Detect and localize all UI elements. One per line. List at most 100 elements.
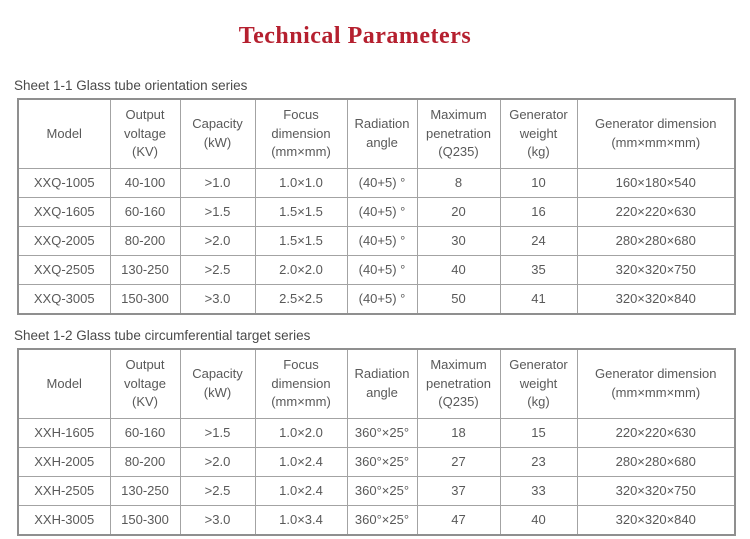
- table-header-row: Model Output voltage (KV) Capacity (kW) Foc…: [17, 348, 736, 419]
- column-header: Radiation angle: [346, 98, 418, 169]
- column-header: Radiation angle: [346, 348, 418, 419]
- table-cell: 30: [416, 225, 501, 256]
- table-cell: 1.0×3.4: [254, 504, 348, 536]
- table-cell: 220×220×630: [576, 417, 736, 448]
- table-cell: 40: [416, 254, 501, 285]
- table-cell: (40+5) °: [346, 196, 418, 227]
- table-cell: 27: [416, 446, 501, 477]
- table-cell: (40+5) °: [346, 225, 418, 256]
- table-cell: >3.0: [179, 504, 256, 536]
- column-header: Generator weight (kg): [499, 348, 578, 419]
- table-row: XXQ-1005 40-100 >1.0 1.0×1.0 (40+5) ° 8 10 160×…: [17, 167, 736, 198]
- column-header: Capacity (kW): [179, 348, 256, 419]
- table-cell: 360°×25°: [346, 417, 418, 448]
- column-header: Focus dimension (mm×mm): [254, 98, 348, 169]
- table-cell: XXH-1605: [17, 417, 111, 448]
- table-row: XXQ-1605 60-160 >1.5 1.5×1.5 (40+5) ° 20 16 220…: [17, 196, 736, 227]
- table-row: XXH-2005 80-200 >2.0 1.0×2.4 360°×25° 27 23 280…: [17, 446, 736, 477]
- table-cell: 320×320×840: [576, 283, 736, 315]
- table-row: XXH-2505 130-250 >2.5 1.0×2.4 360°×25° 37 33 32…: [17, 475, 736, 506]
- table-cell: >2.0: [179, 225, 256, 256]
- column-header: Generator dimension (mm×mm×mm): [576, 98, 736, 169]
- table-cell: 35: [499, 254, 578, 285]
- table-cell: XXH-2005: [17, 446, 111, 477]
- table-cell: 320×320×750: [576, 254, 736, 285]
- table-cell: >1.5: [179, 417, 256, 448]
- table-cell: 41: [499, 283, 578, 315]
- table-cell: 1.0×2.0: [254, 417, 348, 448]
- table-cell: XXQ-3005: [17, 283, 111, 315]
- table-cell: 10: [499, 167, 578, 198]
- table-cell: 160×180×540: [576, 167, 736, 198]
- table-cell: 80-200: [109, 446, 181, 477]
- table-cell: XXH-2505: [17, 475, 111, 506]
- table-row: XXH-3005 150-300 >3.0 1.0×3.4 360°×25° 47 40 32…: [17, 504, 736, 536]
- column-header: Generator weight (kg): [499, 98, 578, 169]
- column-header: Output voltage (KV): [109, 98, 181, 169]
- table-cell: 130-250: [109, 475, 181, 506]
- column-header: Capacity (kW): [179, 98, 256, 169]
- page-title: Technical Parameters: [238, 23, 472, 49]
- table-cell: 37: [416, 475, 501, 506]
- table-row: XXQ-3005 150-300 >3.0 2.5×2.5 (40+5) ° 50 41 32…: [17, 283, 736, 315]
- table-cell: >3.0: [179, 283, 256, 315]
- table-cell: 20: [416, 196, 501, 227]
- table-cell: XXQ-1005: [17, 167, 111, 198]
- table-cell: (40+5) °: [346, 283, 418, 315]
- table-cell: 40-100: [109, 167, 181, 198]
- table-cell: 60-160: [109, 196, 181, 227]
- column-header: Model: [17, 348, 111, 419]
- table-row: XXQ-2005 80-200 >2.0 1.5×1.5 (40+5) ° 30 24 280…: [17, 225, 736, 256]
- table-cell: >2.5: [179, 475, 256, 506]
- table-cell: XXQ-2505: [17, 254, 111, 285]
- table-row: XXH-1605 60-160 >1.5 1.0×2.0 360°×25° 18 15 220…: [17, 417, 736, 448]
- table-cell: 1.0×2.4: [254, 475, 348, 506]
- column-header: Maximum penetration (Q235): [416, 348, 501, 419]
- table-cell: 8: [416, 167, 501, 198]
- table-cell: 47: [416, 504, 501, 536]
- table-cell: 320×320×840: [576, 504, 736, 536]
- table-cell: 360°×25°: [346, 475, 418, 506]
- table-row: XXQ-2505 130-250 >2.5 2.0×2.0 (40+5) ° 40 35 32…: [17, 254, 736, 285]
- table-cell: 130-250: [109, 254, 181, 285]
- table-cell: 2.5×2.5: [254, 283, 348, 315]
- table-cell: 1.5×1.5: [254, 196, 348, 227]
- table-cell: 15: [499, 417, 578, 448]
- table-cell: >1.5: [179, 196, 256, 227]
- table-cell: 220×220×630: [576, 196, 736, 227]
- table-cell: (40+5) °: [346, 167, 418, 198]
- table-cell: XXQ-2005: [17, 225, 111, 256]
- column-header: Focus dimension (mm×mm): [254, 348, 348, 419]
- table-cell: 320×320×750: [576, 475, 736, 506]
- table-cell: 33: [499, 475, 578, 506]
- glass-tube-circumferential-target-series-table: Model Output voltage (KV) Capacity (kW) Foc…: [17, 347, 736, 536]
- table-cell: 1.5×1.5: [254, 225, 348, 256]
- table-cell: >1.0: [179, 167, 256, 198]
- table-cell: 1.0×1.0: [254, 167, 348, 198]
- table-cell: XXQ-1605: [17, 196, 111, 227]
- table-cell: >2.0: [179, 446, 256, 477]
- column-header: Maximum penetration (Q235): [416, 98, 501, 169]
- table-cell: 280×280×680: [576, 446, 736, 477]
- glass-tube-orientation-series-table: Model Output voltage (KV) Capacity (kW) Foc…: [17, 97, 736, 315]
- table-cell: 150-300: [109, 504, 181, 536]
- table-cell: 40: [499, 504, 578, 536]
- table-cell: 16: [499, 196, 578, 227]
- table-cell: XXH-3005: [17, 504, 111, 536]
- table-cell: >2.5: [179, 254, 256, 285]
- sheet-1-1-caption: Sheet 1-1 Glass tube orientation series: [14, 77, 248, 93]
- table-cell: (40+5) °: [346, 254, 418, 285]
- column-header: Output voltage (KV): [109, 348, 181, 419]
- table-cell: 80-200: [109, 225, 181, 256]
- column-header: Generator dimension (mm×mm×mm): [576, 348, 736, 419]
- table-header-row: Model Output voltage (KV) Capacity (kW) Foc…: [17, 98, 736, 169]
- table-cell: 280×280×680: [576, 225, 736, 256]
- table-cell: 150-300: [109, 283, 181, 315]
- table-cell: 360°×25°: [346, 504, 418, 536]
- table-cell: 18: [416, 417, 501, 448]
- table-cell: 1.0×2.4: [254, 446, 348, 477]
- table-cell: 360°×25°: [346, 446, 418, 477]
- sheet-1-2-caption: Sheet 1-2 Glass tube circumferential tar…: [14, 327, 311, 343]
- table-cell: 23: [499, 446, 578, 477]
